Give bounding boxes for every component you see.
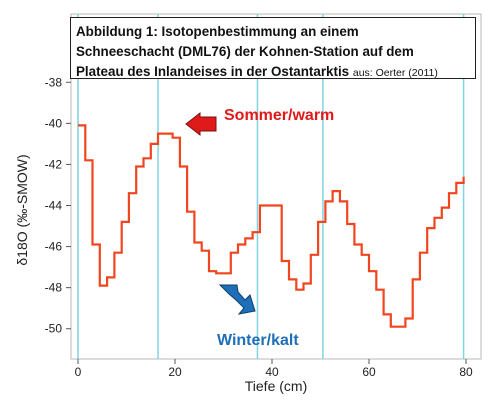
series-group xyxy=(78,124,465,328)
summer-annotation: Sommer/warm xyxy=(224,107,334,124)
caption-line-3: Plateau des Inlandeises in der Ostantark… xyxy=(76,62,475,83)
y-tick-label-0: -38 xyxy=(45,75,63,89)
figure-caption: Abbildung 1: Isotopenbestimmung an einem… xyxy=(70,17,476,79)
series-line-0 xyxy=(78,124,465,328)
y-tick-label-5: -48 xyxy=(45,281,63,295)
x-axis-title: Tiefe (cm) xyxy=(245,378,307,394)
winter-annotation: Winter/kalt xyxy=(217,332,299,349)
caption-line-2: Schneeschacht (DML76) der Kohnen-Station… xyxy=(76,44,414,59)
y-tick-label-6: -50 xyxy=(45,322,63,336)
x-tick-label-1: 20 xyxy=(168,365,182,379)
summer-arrow-icon xyxy=(185,111,217,137)
y-axis-title: δ18O (‰-SMOW) xyxy=(14,154,30,265)
y-tick-label-1: -40 xyxy=(45,116,63,130)
y-tick-label-4: -46 xyxy=(45,240,63,254)
x-tick-label-4: 80 xyxy=(459,365,473,379)
axis-ticks: 0 20 40 60 80 -38 -40 -42 -44 -46 -48 -50 xyxy=(45,75,473,379)
caption-line-3-text: Plateau des Inlandeises in der Ostantark… xyxy=(76,64,350,79)
y-tick-label-3: -44 xyxy=(45,199,63,213)
winter-arrow-icon xyxy=(218,284,256,315)
caption-source: aus: Oerter (2011) xyxy=(352,67,438,79)
y-tick-label-2: -42 xyxy=(45,157,63,171)
x-tick-label-3: 60 xyxy=(362,365,376,379)
x-tick-label-0: 0 xyxy=(75,365,82,379)
caption-line-1: Abbildung 1: Isotopenbestimmung an einem xyxy=(76,24,359,39)
x-tick-label-2: 40 xyxy=(265,365,279,379)
